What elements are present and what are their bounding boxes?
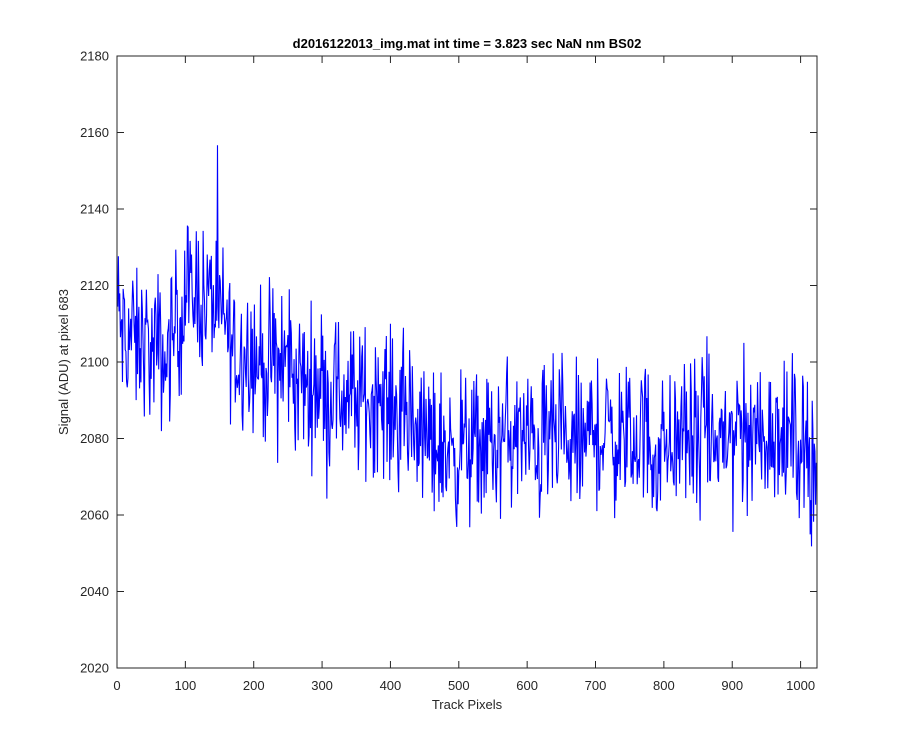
y-tick-label: 2040	[80, 584, 109, 599]
x-tick-label: 400	[380, 678, 402, 693]
ticks-layer: 0 100 200 300 400 500 600 700 800 900 1000 2020 2040…	[80, 49, 817, 693]
y-axis-label: Signal (ADU) at pixel 683	[56, 289, 71, 435]
y-tick-label: 2140	[80, 202, 109, 217]
x-tick-label: 800	[653, 678, 675, 693]
x-tick-label: 600	[516, 678, 538, 693]
plot-area	[117, 56, 817, 668]
x-tick-label: 0	[113, 678, 120, 693]
x-tick-label: 100	[175, 678, 197, 693]
x-axis-label: Track Pixels	[432, 697, 503, 712]
x-tick-label: 1000	[786, 678, 815, 693]
x-tick-label: 900	[721, 678, 743, 693]
x-tick-label: 200	[243, 678, 265, 693]
y-tick-label: 2160	[80, 125, 109, 140]
chart-title: d2016122013_img.mat int time = 3.823 sec…	[293, 36, 642, 51]
x-tick-label: 700	[585, 678, 607, 693]
x-tick-label: 500	[448, 678, 470, 693]
series-layer	[116, 145, 817, 547]
y-tick-label: 2120	[80, 278, 109, 293]
y-tick-label: 2060	[80, 508, 109, 523]
y-tick-label: 2080	[80, 431, 109, 446]
series-line	[116, 145, 817, 547]
y-tick-label: 2100	[80, 355, 109, 370]
x-tick-label: 300	[311, 678, 333, 693]
y-tick-label: 2020	[80, 661, 109, 676]
y-tick-label: 2180	[80, 49, 109, 64]
